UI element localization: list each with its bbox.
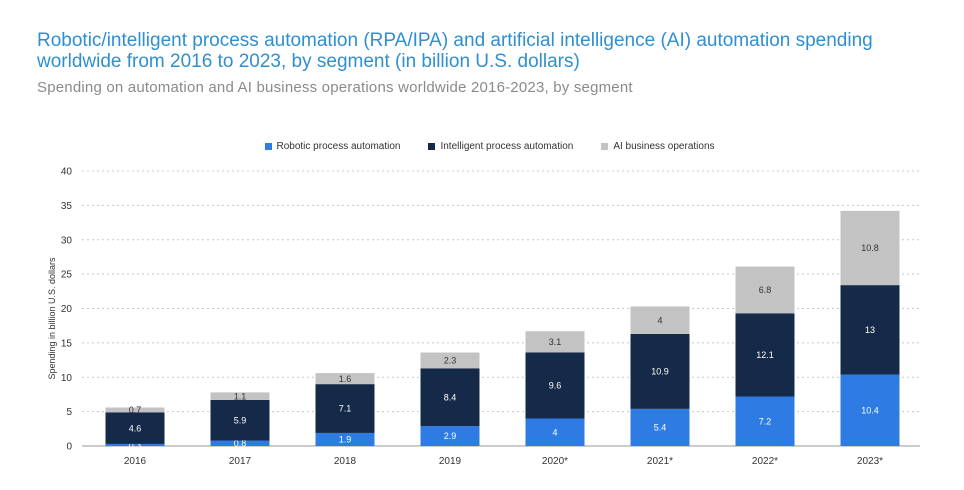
data-label: 8.4 <box>444 392 457 402</box>
y-tick-label: 40 <box>61 167 73 178</box>
data-label: 1.9 <box>339 435 352 445</box>
x-tick-label: 2023* <box>857 456 883 467</box>
data-label: 2.3 <box>444 356 457 366</box>
data-label: 1.6 <box>339 374 352 384</box>
legend-label: AI business operations <box>613 141 715 152</box>
data-label: 7.1 <box>339 404 352 414</box>
data-label: 0.8 <box>234 438 247 448</box>
data-label: 5.9 <box>234 415 247 425</box>
x-tick-label: 2016 <box>124 456 147 467</box>
legend-label: Intelligent process automation <box>440 141 574 152</box>
bar-segment <box>105 412 165 444</box>
x-tick-label: 2022* <box>752 456 778 467</box>
y-tick-label: 15 <box>61 338 73 349</box>
bar-segment <box>420 426 480 446</box>
y-tick-label: 30 <box>61 235 73 246</box>
bar-segment <box>840 374 900 446</box>
legend-item-intelligent-process-automation[interactable]: Intelligent process automation <box>428 141 573 152</box>
bar-segment <box>315 384 375 433</box>
legend-swatch <box>428 143 436 150</box>
legend-label: Robotic process automation <box>276 141 401 152</box>
bar-segment <box>525 418 585 446</box>
data-label: 10.4 <box>861 405 879 415</box>
bar-segment <box>420 368 480 427</box>
chart-subtitle: Spending on automation and AI business o… <box>37 79 633 96</box>
x-tick-label: 2017 <box>229 456 252 467</box>
bar-segment <box>735 266 795 314</box>
bar-segment <box>630 306 690 334</box>
y-tick-label: 25 <box>61 270 73 281</box>
data-label: 7.2 <box>759 416 772 426</box>
data-label: 6.8 <box>759 285 772 295</box>
data-label: 4 <box>657 315 662 325</box>
bar-segment <box>840 210 900 286</box>
x-tick-label: 2020* <box>542 456 568 467</box>
bar-segment <box>105 407 165 413</box>
data-label: 0.7 <box>129 405 142 415</box>
x-tick-label: 2019 <box>439 456 462 467</box>
bar-segment <box>525 352 585 419</box>
data-label: 1.1 <box>234 391 247 401</box>
bar-segment <box>630 333 690 409</box>
bar-segment <box>210 399 270 441</box>
legend-swatch <box>264 143 272 150</box>
data-label: 5.4 <box>654 423 667 433</box>
y-tick-label: 35 <box>61 201 73 212</box>
y-tick-label: 10 <box>61 373 73 384</box>
bar-segment <box>735 313 795 397</box>
data-label: 3.1 <box>549 337 562 347</box>
y-tick-label: 20 <box>61 304 73 315</box>
bar-segment <box>420 352 480 369</box>
bar-segment <box>105 443 165 446</box>
data-label: 4.6 <box>129 423 142 433</box>
y-tick-label: 0 <box>66 442 72 453</box>
bar-segment <box>315 432 375 446</box>
bar-segment <box>735 396 795 446</box>
data-label: 13 <box>865 325 875 335</box>
y-axis-label: Spending in billion U.S. dollars <box>47 257 57 380</box>
x-tick-label: 2021* <box>647 456 673 467</box>
legend-item-ai-business-operations[interactable]: AI business operations <box>601 141 715 152</box>
legend: Robotic process automation Intelligent p… <box>0 141 964 152</box>
bar-segment <box>630 408 690 446</box>
chart-title: Robotic/intelligent process automation (… <box>37 30 873 72</box>
bar-segment <box>210 440 270 446</box>
legend-swatch <box>601 143 609 150</box>
bar-segment <box>315 373 375 385</box>
data-label: 10.9 <box>651 367 669 377</box>
data-label: 0.3 <box>129 440 142 450</box>
data-label: 4 <box>552 427 557 437</box>
bar-segment <box>840 285 900 375</box>
y-tick-label: 5 <box>66 407 72 418</box>
x-tick-label: 2018 <box>334 456 357 467</box>
bar-segment <box>525 331 585 353</box>
data-label: 2.9 <box>444 431 457 441</box>
data-label: 10.8 <box>861 243 879 253</box>
data-label: 12.1 <box>756 350 774 360</box>
data-label: 9.6 <box>549 381 562 391</box>
bar-segment <box>210 392 270 400</box>
legend-item-robotic-process-automation[interactable]: Robotic process automation <box>264 141 401 152</box>
